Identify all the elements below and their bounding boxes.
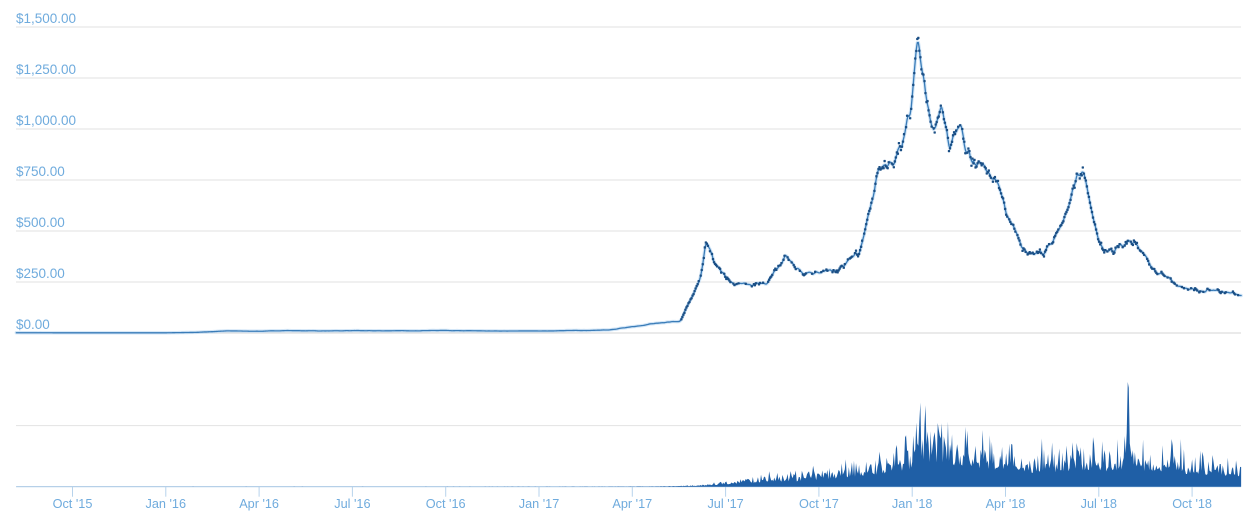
svg-text:Oct '16: Oct '16 — [426, 497, 466, 511]
svg-text:Apr '17: Apr '17 — [612, 497, 652, 511]
svg-text:Jan '16: Jan '16 — [146, 497, 187, 511]
svg-text:$750.00: $750.00 — [16, 164, 65, 179]
svg-text:Jul '18: Jul '18 — [1081, 497, 1117, 511]
svg-text:Jan '17: Jan '17 — [519, 497, 560, 511]
svg-text:Apr '16: Apr '16 — [239, 497, 279, 511]
svg-text:Jan '18: Jan '18 — [892, 497, 933, 511]
svg-text:Oct '15: Oct '15 — [53, 497, 93, 511]
svg-text:Jul '17: Jul '17 — [707, 497, 743, 511]
svg-text:Oct '18: Oct '18 — [1172, 497, 1212, 511]
svg-text:$1,500.00: $1,500.00 — [16, 11, 76, 26]
svg-text:Oct '17: Oct '17 — [799, 497, 839, 511]
svg-text:$1,250.00: $1,250.00 — [16, 62, 76, 77]
svg-text:Jul '16: Jul '16 — [334, 497, 370, 511]
svg-text:$0.00: $0.00 — [16, 317, 50, 332]
svg-text:$500.00: $500.00 — [16, 215, 65, 230]
svg-text:Apr '18: Apr '18 — [986, 497, 1026, 511]
svg-text:$1,000.00: $1,000.00 — [16, 113, 76, 128]
svg-text:$250.00: $250.00 — [16, 266, 65, 281]
